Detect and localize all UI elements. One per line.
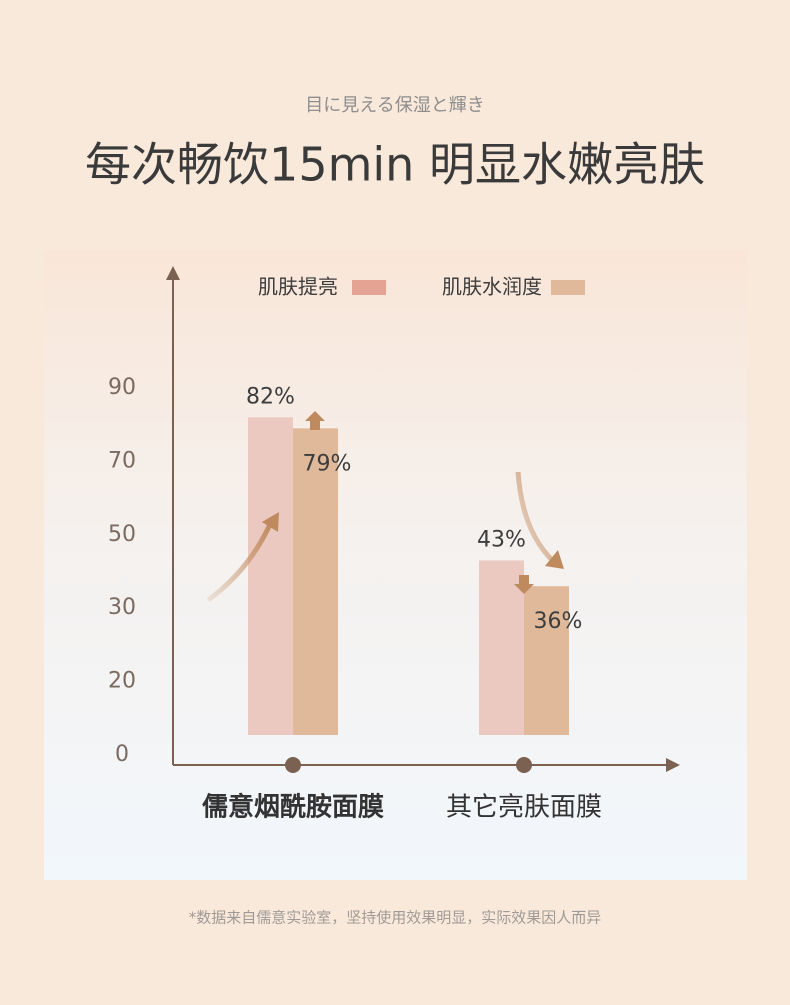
trend-arrow	[515, 471, 554, 562]
x-axis-arrow	[666, 758, 680, 772]
value-label: 82%	[246, 384, 295, 409]
bar	[293, 428, 338, 735]
x-tick-label: 其它亮肤面膜	[446, 793, 602, 823]
value-label: 36%	[534, 609, 583, 634]
x-tick-label: 儒意烟酰胺面膜	[202, 792, 384, 823]
y-tick-label: 20	[108, 669, 136, 694]
y-tick-label: 70	[108, 448, 136, 473]
legend-swatch	[551, 280, 585, 295]
bar	[248, 417, 293, 735]
trend-arrow	[206, 518, 275, 603]
y-tick-label: 50	[108, 522, 136, 547]
legend-label: 肌肤水润度	[442, 275, 542, 299]
down-arrow	[514, 575, 534, 594]
up-arrow	[305, 411, 325, 430]
y-tick-label: 0	[115, 742, 129, 767]
trend-arrow-head	[545, 550, 564, 569]
value-label: 43%	[477, 527, 526, 552]
footnote: *数据来自儒意实验室，坚持使用效果明显，实际效果因人而异	[189, 909, 602, 927]
y-tick-label: 30	[108, 595, 136, 620]
legend-label: 肌肤提亮	[258, 275, 338, 299]
chart-panel	[44, 250, 747, 880]
legend-swatch	[352, 280, 386, 295]
trend-arrow-head	[262, 512, 279, 532]
bar	[479, 560, 524, 735]
bar	[524, 586, 569, 735]
y-tick-label: 90	[108, 375, 136, 400]
value-label: 79%	[303, 451, 352, 476]
subtitle: 目に見える保湿と輝き	[305, 95, 484, 116]
y-axis-arrow	[166, 266, 180, 280]
title: 每次畅饮15min 明显水嫩亮肤	[85, 138, 705, 192]
